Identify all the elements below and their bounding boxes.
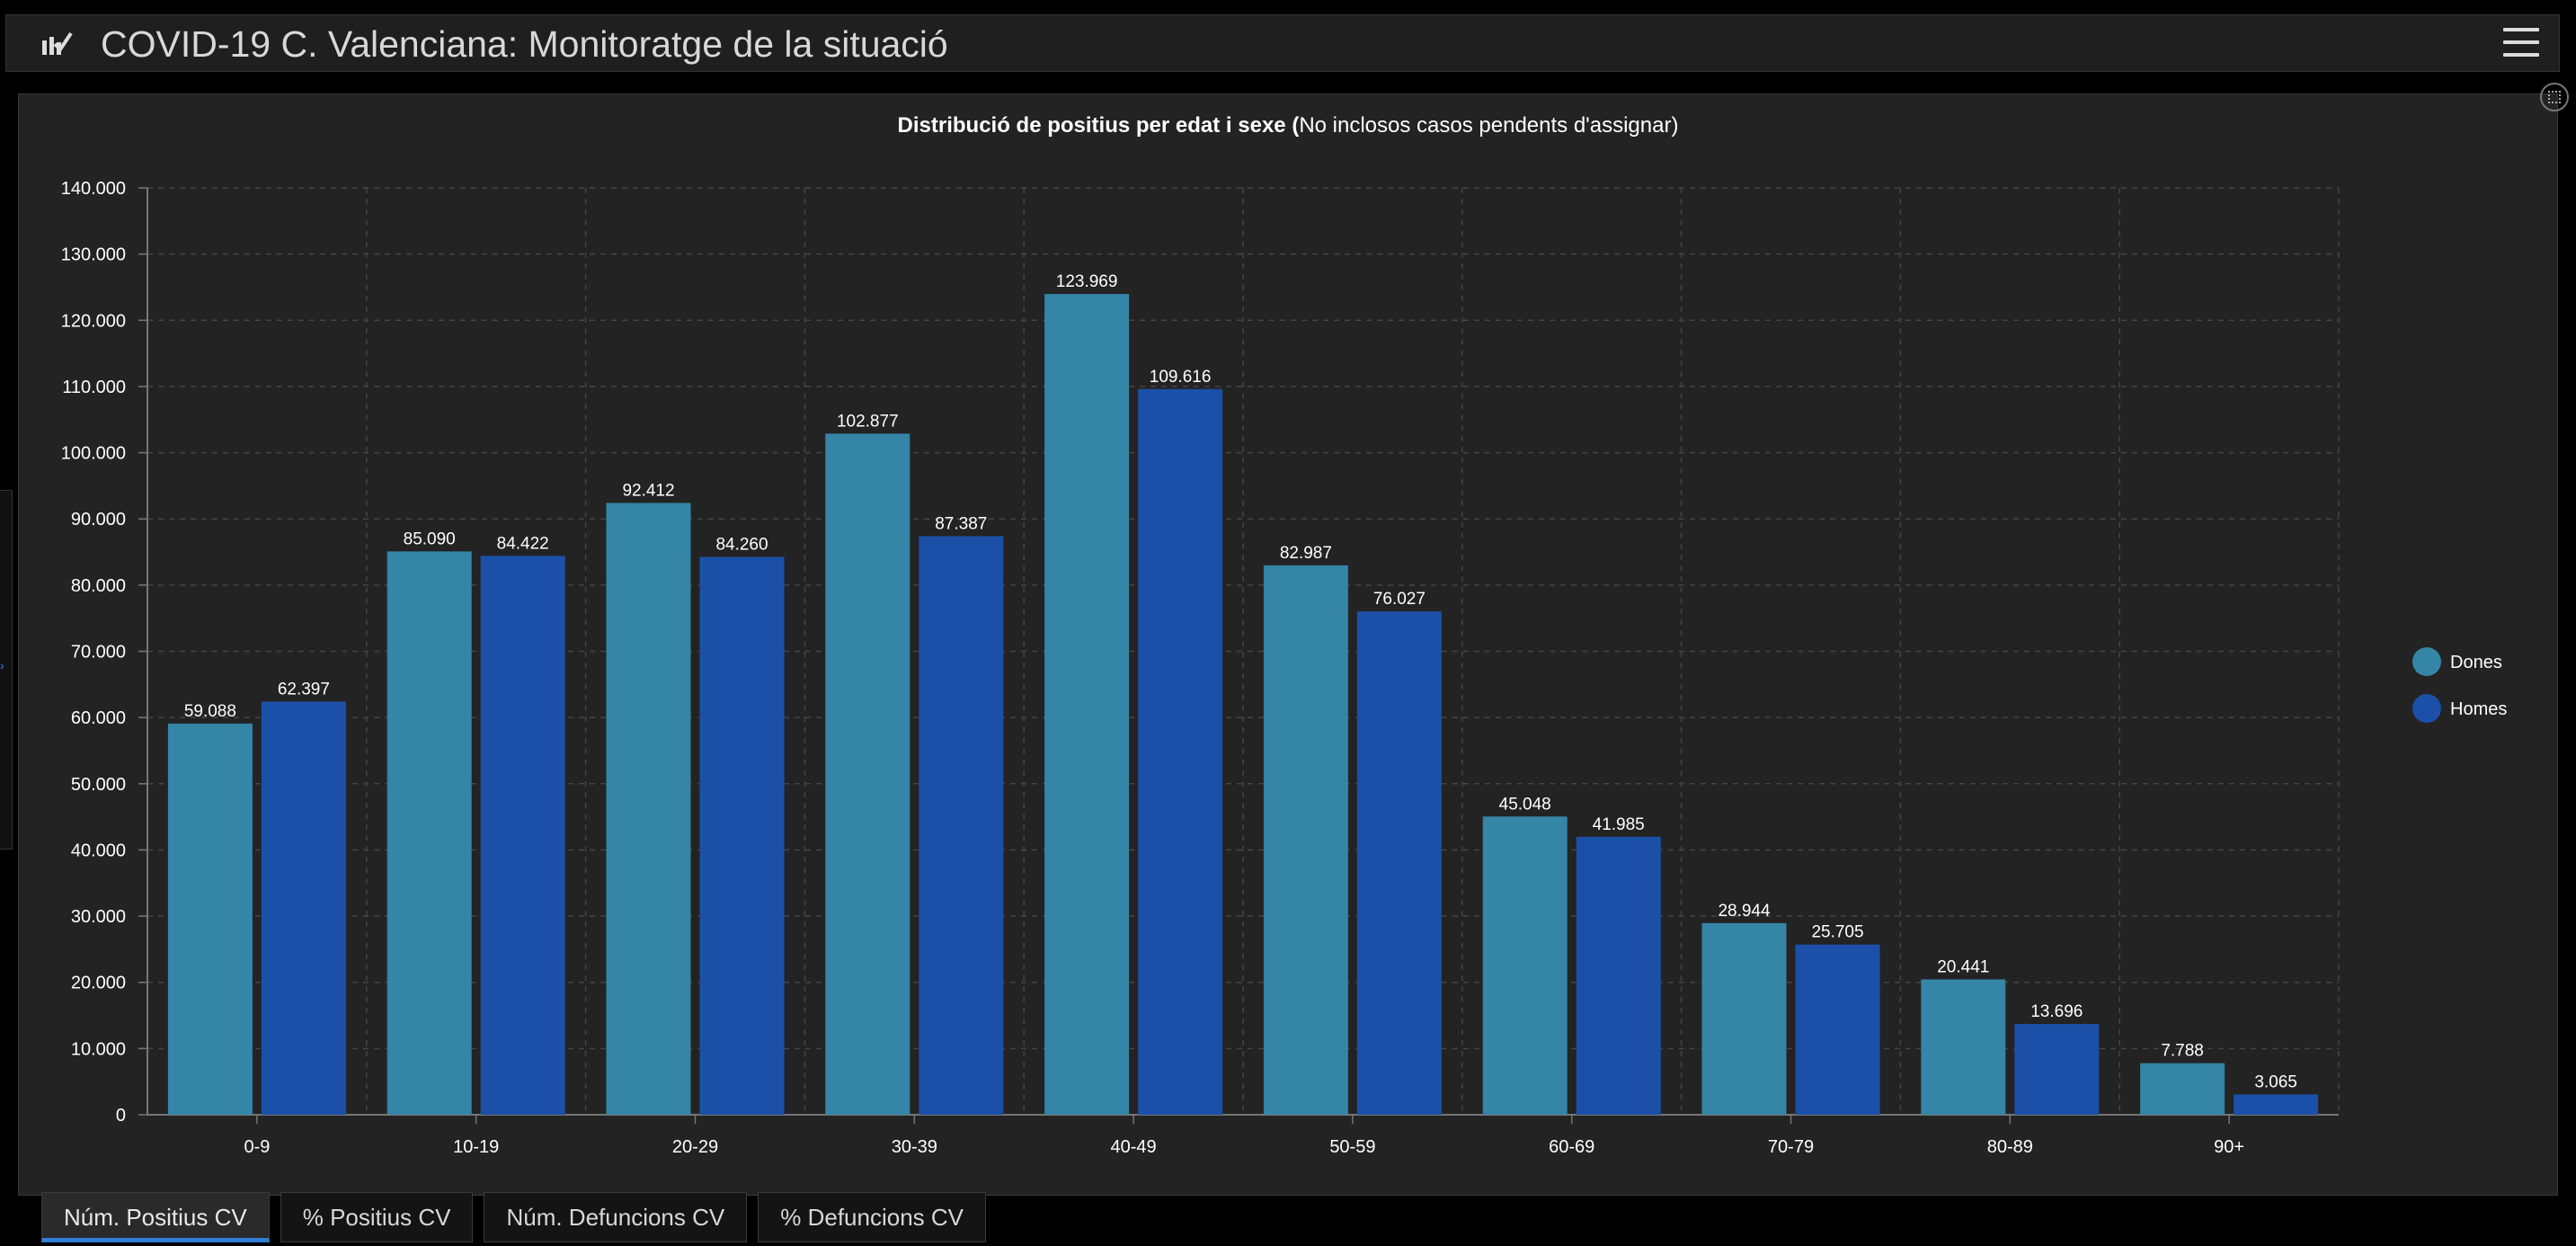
data-label: 84.422 [497, 534, 549, 553]
x-tick-label: 80-89 [1987, 1137, 2033, 1157]
legend-label-homes[interactable]: Homes [2450, 699, 2507, 719]
tab-pct-positius[interactable]: % Positius CV [280, 1192, 474, 1242]
data-label: 85.090 [404, 530, 456, 548]
bar-dones[interactable] [1044, 294, 1130, 1115]
bar-homes[interactable] [1356, 611, 1442, 1115]
bar-dones[interactable] [2140, 1063, 2225, 1115]
tab-num-defuncions[interactable]: Núm. Defuncions CV [484, 1192, 748, 1242]
y-tick-label: 130.000 [61, 245, 126, 265]
x-tick-label: 20-29 [672, 1137, 718, 1157]
tab-bar: Núm. Positius CV % Positius CV Núm. Defu… [41, 1192, 986, 1246]
tab-pct-defuncions[interactable]: % Defuncions CV [758, 1192, 986, 1242]
bar-homes[interactable] [1138, 388, 1223, 1115]
chart-check-icon [42, 31, 73, 55]
data-label: 92.412 [622, 481, 674, 500]
data-label: 3.065 [2254, 1072, 2297, 1091]
tab-num-positius[interactable]: Núm. Positius CV [41, 1192, 270, 1242]
x-tick-label: 30-39 [892, 1137, 937, 1157]
data-label: 28.944 [1718, 902, 1771, 921]
data-label: 87.387 [935, 514, 987, 533]
chevron-right-icon[interactable]: › [0, 658, 4, 672]
data-label: 20.441 [1937, 957, 1989, 976]
x-tick-label: 60-69 [1549, 1137, 1594, 1157]
y-tick-label: 50.000 [71, 775, 126, 795]
bar-homes[interactable] [699, 556, 785, 1115]
legend-label-dones[interactable]: Dones [2450, 653, 2502, 672]
bar-homes[interactable] [480, 556, 565, 1115]
bar-homes[interactable] [2234, 1094, 2319, 1115]
data-label: 62.397 [278, 680, 330, 699]
data-label: 76.027 [1373, 590, 1426, 609]
x-tick-label: 0-9 [244, 1137, 270, 1157]
bar-dones[interactable] [1921, 979, 2006, 1115]
x-tick-label: 50-59 [1329, 1137, 1375, 1157]
data-label: 102.877 [837, 412, 899, 431]
bar-homes[interactable] [261, 701, 346, 1115]
bar-homes[interactable] [919, 536, 1004, 1115]
data-label: 109.616 [1150, 368, 1212, 387]
bar-homes[interactable] [2014, 1024, 2100, 1115]
y-tick-label: 20.000 [71, 974, 126, 993]
x-tick-label: 90+ [2214, 1137, 2244, 1157]
bar-dones[interactable] [386, 551, 472, 1115]
bar-homes[interactable] [1795, 944, 1880, 1115]
bar-dones[interactable] [1482, 816, 1568, 1115]
legend-marker-dones[interactable] [2412, 647, 2441, 676]
x-tick-label: 40-49 [1111, 1137, 1157, 1157]
data-label: 13.696 [2030, 1002, 2083, 1021]
hamburger-menu-icon[interactable] [2503, 28, 2539, 60]
bar-dones[interactable] [1701, 922, 1787, 1115]
data-label: 41.985 [1593, 815, 1645, 834]
bar-dones[interactable] [606, 503, 691, 1115]
x-tick-label: 70-79 [1768, 1137, 1814, 1157]
app-header: COVID-19 C. Valenciana: Monitoratge de l… [5, 14, 2560, 72]
y-tick-label: 140.000 [61, 179, 126, 199]
app-title: COVID-19 C. Valenciana: Monitoratge de l… [101, 23, 948, 65]
y-tick-label: 100.000 [61, 444, 126, 464]
y-tick-label: 0 [116, 1106, 126, 1126]
y-tick-label: 110.000 [62, 378, 126, 397]
data-label: 7.788 [2161, 1042, 2204, 1061]
data-label: 25.705 [1811, 923, 1863, 942]
y-tick-label: 90.000 [71, 510, 126, 530]
bar-homes[interactable] [1576, 836, 1661, 1115]
y-tick-label: 70.000 [71, 643, 126, 663]
data-label: 84.260 [715, 535, 768, 554]
data-label: 82.987 [1280, 544, 1332, 563]
data-label: 59.088 [184, 702, 236, 721]
legend-marker-homes[interactable] [2412, 694, 2441, 723]
y-tick-label: 30.000 [71, 907, 126, 927]
bar-dones[interactable] [825, 433, 910, 1115]
y-tick-label: 40.000 [71, 841, 126, 860]
data-label: 123.969 [1056, 272, 1118, 291]
x-tick-label: 10-19 [453, 1137, 499, 1157]
bar-dones[interactable] [1263, 565, 1348, 1115]
side-panel-toggle[interactable] [0, 490, 13, 850]
y-tick-label: 80.000 [71, 576, 126, 596]
y-tick-label: 10.000 [71, 1039, 126, 1059]
data-label: 45.048 [1499, 795, 1551, 814]
bar-dones[interactable] [167, 723, 253, 1115]
chart-title: Distribució de positius per edat i sexe … [898, 113, 1679, 138]
y-tick-label: 120.000 [61, 311, 126, 331]
y-tick-label: 60.000 [71, 708, 126, 728]
fullscreen-icon[interactable] [2540, 83, 2569, 111]
